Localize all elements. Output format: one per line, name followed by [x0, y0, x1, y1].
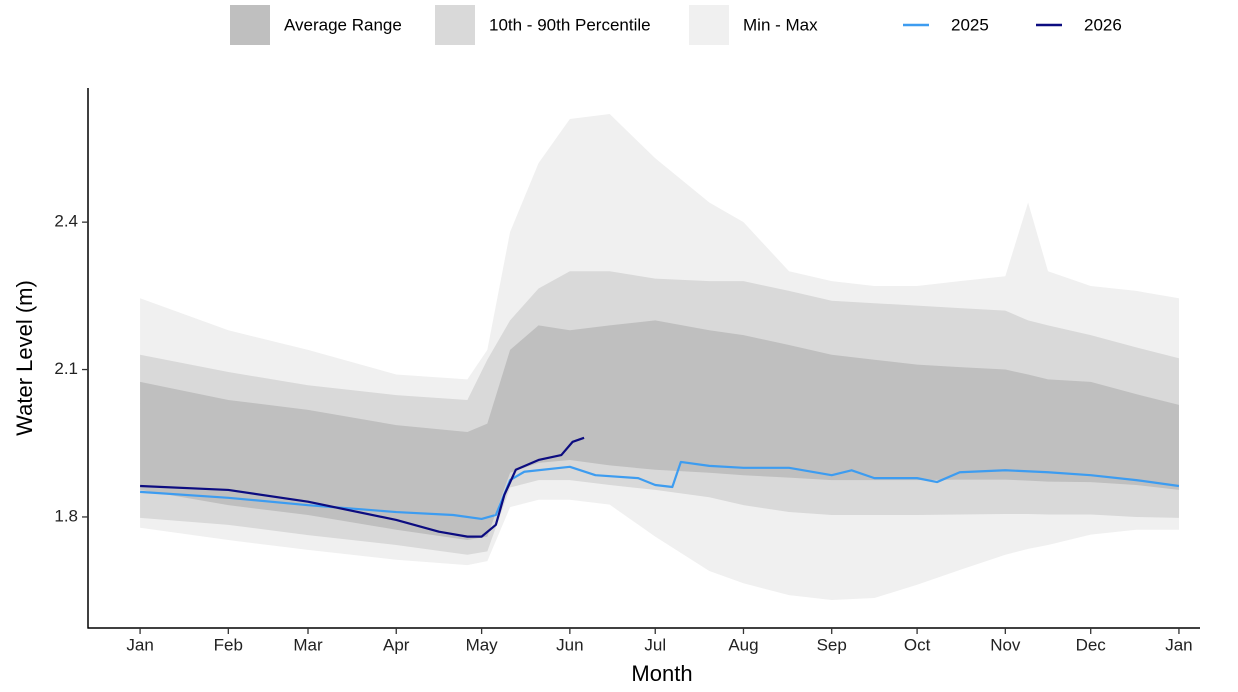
x-tick-label: Aug	[728, 635, 758, 654]
legend-label: 2026	[1084, 15, 1122, 34]
x-tick-label: Jul	[644, 635, 666, 654]
band-area	[140, 320, 1179, 541]
legend-swatch	[230, 5, 270, 45]
x-tick-label: Jun	[556, 635, 583, 654]
y-tick-label: 2.1	[54, 359, 78, 378]
legend-label: 10th - 90th Percentile	[489, 15, 651, 34]
x-tick-label: Apr	[383, 635, 410, 654]
x-tick-label: Feb	[214, 635, 243, 654]
legend-label: Min - Max	[743, 15, 818, 34]
y-axis-title: Water Level (m)	[12, 280, 37, 436]
x-tick-label: May	[466, 635, 499, 654]
x-tick-label: Jan	[1165, 635, 1192, 654]
series-line	[140, 436, 585, 538]
x-tick-label: Nov	[990, 635, 1021, 654]
series-line	[140, 460, 1180, 521]
x-tick-label: Sep	[817, 635, 847, 654]
legend-label: 2025	[951, 15, 989, 34]
legend-swatch	[435, 5, 475, 45]
x-tick-label: Dec	[1076, 635, 1107, 654]
x-tick-label: Mar	[293, 635, 323, 654]
legend-label: Average Range	[284, 15, 402, 34]
y-tick-label: 2.4	[54, 212, 78, 231]
legend-swatch	[689, 5, 729, 45]
y-tick-label: 1.8	[54, 506, 78, 525]
x-axis-title: Month	[631, 661, 692, 686]
x-tick-label: Jan	[126, 635, 153, 654]
x-tick-label: Oct	[904, 635, 931, 654]
